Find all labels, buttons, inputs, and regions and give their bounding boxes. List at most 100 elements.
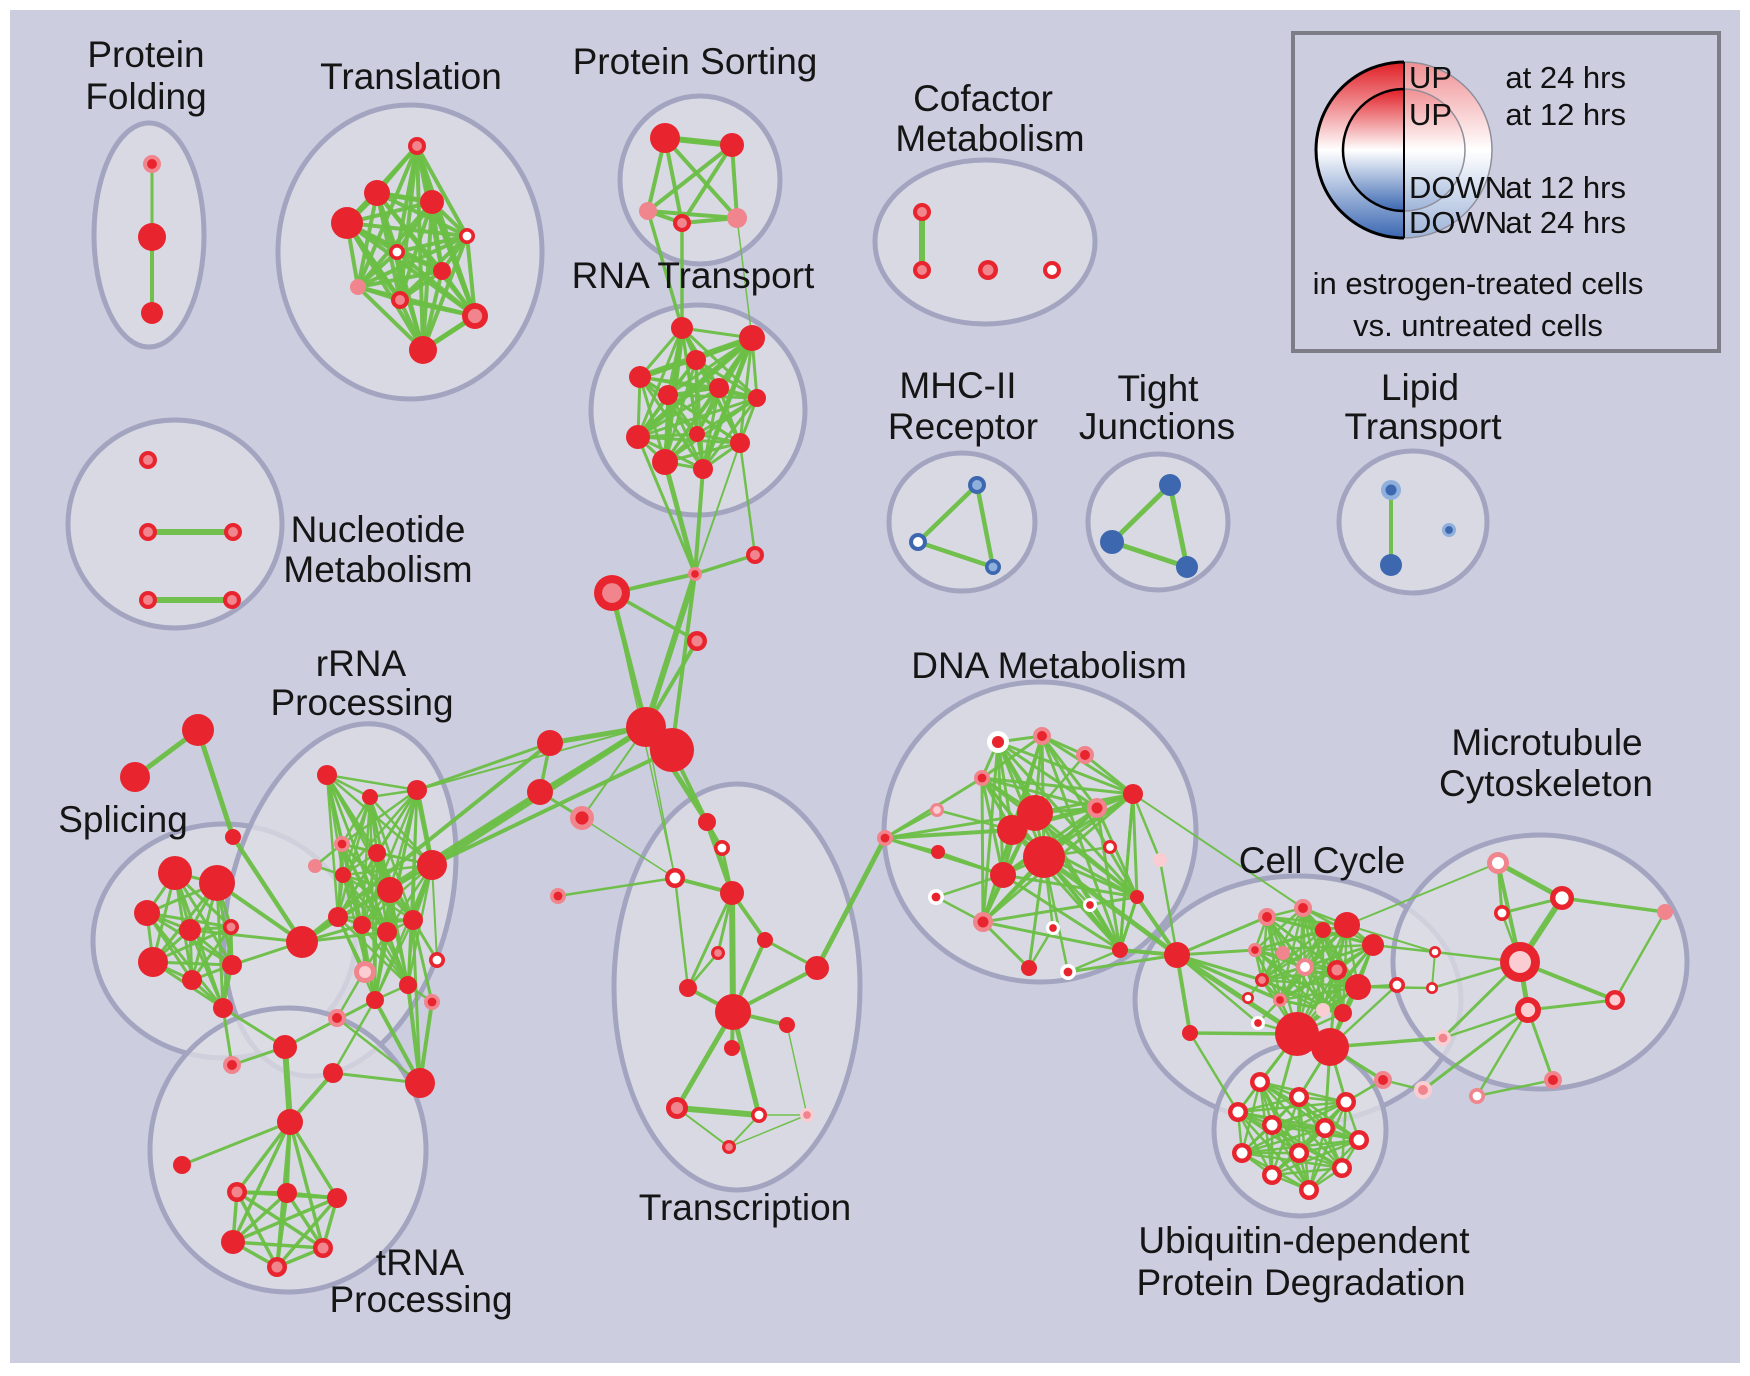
network-edge bbox=[981, 920, 1122, 952]
network-node-inner bbox=[143, 595, 153, 605]
network-edge bbox=[190, 925, 233, 982]
cluster-label-cofactor-metabolism: Cofactor bbox=[913, 78, 1053, 119]
network-node-inner bbox=[1319, 1122, 1331, 1134]
network-edge bbox=[736, 217, 753, 339]
network-node bbox=[652, 449, 678, 475]
cluster-ellipse-cofactor-metabolism bbox=[872, 157, 1098, 327]
network-edge bbox=[235, 1190, 279, 1269]
network-edge bbox=[1475, 1078, 1555, 1098]
network-edge bbox=[1240, 1100, 1348, 1155]
network-node bbox=[1276, 946, 1290, 960]
network-edge bbox=[1040, 734, 1135, 796]
network-node-inner bbox=[982, 264, 994, 276]
network-node bbox=[158, 856, 192, 890]
network-node bbox=[1334, 912, 1360, 938]
network-node bbox=[335, 867, 351, 883]
network-node bbox=[1275, 1012, 1319, 1056]
legend: UP at 24 hrs UP at 12 hrs DOWN at 12 hrs… bbox=[1291, 31, 1721, 353]
network-node bbox=[1159, 474, 1181, 496]
network-edge bbox=[415, 144, 469, 238]
network-node bbox=[1164, 942, 1190, 968]
network-edge bbox=[636, 396, 759, 439]
network-edge bbox=[1253, 923, 1349, 952]
network-edge bbox=[700, 335, 755, 472]
network-edge bbox=[1253, 906, 1305, 952]
network-node bbox=[328, 907, 348, 927]
cluster-label-rrna-processing: Processing bbox=[270, 682, 453, 723]
cluster-label-nucleotide-metabolism: Metabolism bbox=[283, 549, 472, 590]
network-edge bbox=[1158, 858, 1179, 957]
network-node bbox=[537, 730, 563, 756]
network-edge bbox=[373, 918, 415, 1002]
network-edge bbox=[325, 773, 419, 792]
network-node bbox=[138, 223, 166, 251]
network-node bbox=[727, 208, 747, 228]
network-edge bbox=[1131, 792, 1162, 862]
legend-note-line2: vs. untreated cells bbox=[1353, 308, 1603, 343]
network-edge bbox=[1109, 539, 1190, 570]
network-edge bbox=[1118, 895, 1139, 952]
network-node bbox=[1362, 934, 1384, 956]
network-node-inner bbox=[972, 480, 982, 490]
cluster-label-protein-sorting: Protein Sorting bbox=[573, 41, 818, 82]
network-edge bbox=[230, 834, 305, 945]
network-edge bbox=[646, 209, 739, 220]
network-edge bbox=[1278, 968, 1339, 1002]
network-edge bbox=[1236, 1110, 1274, 1177]
network-edge bbox=[1240, 1126, 1327, 1155]
network-node bbox=[273, 1035, 297, 1059]
network-node-inner bbox=[1609, 994, 1621, 1006]
network-edge bbox=[1095, 806, 1122, 952]
network-node-inner bbox=[1086, 901, 1094, 909]
network-node-inner bbox=[1298, 903, 1308, 913]
network-edge bbox=[686, 891, 734, 990]
network-edge bbox=[1174, 952, 1300, 1037]
network-edge bbox=[1033, 811, 1139, 899]
legend-row-time: at 12 hrs bbox=[1505, 170, 1626, 205]
network-node bbox=[671, 317, 693, 339]
cluster-label-nucleotide-metabolism: Nucleotide bbox=[291, 509, 466, 550]
network-edge bbox=[646, 209, 684, 330]
network-edge bbox=[1526, 998, 1617, 1012]
network-edge bbox=[345, 221, 469, 238]
network-edge bbox=[1613, 910, 1667, 1002]
network-edge bbox=[1118, 792, 1135, 952]
network-node-inner bbox=[1392, 980, 1402, 990]
network-edge bbox=[646, 143, 734, 213]
network-node bbox=[213, 998, 233, 1018]
network-node bbox=[730, 433, 750, 453]
network-edge bbox=[336, 915, 415, 922]
network-edge bbox=[1001, 873, 1139, 899]
network-node-inner bbox=[917, 265, 927, 275]
cluster-label-transcription: Transcription bbox=[639, 1187, 851, 1228]
cluster-label-microtubule-cytoskeleton: Microtubule bbox=[1451, 722, 1642, 763]
network-edge bbox=[980, 776, 1005, 877]
network-edge bbox=[1095, 806, 1139, 899]
network-node bbox=[323, 1063, 343, 1083]
network-node-inner bbox=[977, 773, 987, 783]
network-edge bbox=[1260, 968, 1339, 982]
network-edge bbox=[215, 881, 225, 1010]
network-edge bbox=[373, 930, 389, 1002]
network-node bbox=[1380, 554, 1402, 576]
network-node bbox=[173, 1156, 191, 1174]
network-node bbox=[221, 1230, 245, 1254]
network-node-inner bbox=[1548, 1075, 1558, 1085]
network-node bbox=[990, 862, 1016, 888]
network-node-inner bbox=[271, 1261, 283, 1273]
cluster-ellipse-transcription bbox=[611, 781, 863, 1193]
network-edge bbox=[356, 285, 425, 352]
network-edge bbox=[662, 459, 698, 577]
cluster-label-splicing: Splicing bbox=[58, 799, 188, 840]
network-edge bbox=[325, 773, 340, 919]
network-node bbox=[1021, 960, 1037, 976]
network-edge bbox=[814, 835, 888, 971]
network-node bbox=[399, 976, 417, 994]
network-node bbox=[134, 900, 160, 926]
cluster-label-lipid-transport: Transport bbox=[1345, 406, 1503, 447]
network-node-inner bbox=[553, 891, 563, 901]
network-edge bbox=[195, 727, 236, 840]
network-edge bbox=[231, 1191, 289, 1244]
network-node-inner bbox=[1491, 856, 1505, 870]
network-node-inner bbox=[1258, 976, 1266, 984]
